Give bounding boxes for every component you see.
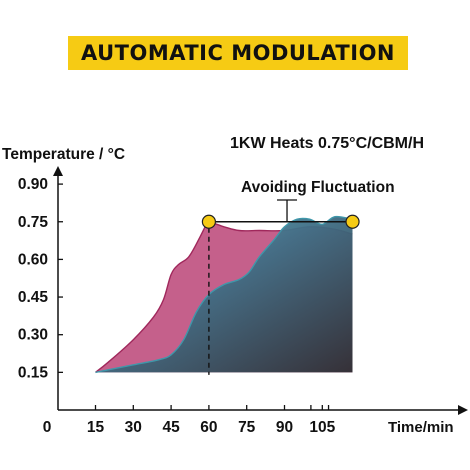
y-tick-label: 0.45 bbox=[18, 289, 49, 306]
chart-title: AUTOMATIC MODULATION bbox=[80, 41, 396, 65]
x-tick-label: 75 bbox=[238, 419, 256, 436]
y-tick-label: 0.15 bbox=[18, 364, 49, 381]
x-tick-label: 30 bbox=[125, 419, 142, 436]
chart-subtitle: 1KW Heats 0.75°C/CBM/H bbox=[230, 135, 424, 152]
series-area-2 bbox=[95, 216, 353, 373]
x-tick-label: 0 bbox=[43, 419, 52, 436]
marker-point bbox=[345, 214, 360, 229]
y-tick-label: 0.90 bbox=[18, 176, 48, 193]
series-line-2 bbox=[95, 215, 353, 374]
x-tick-label: 60 bbox=[200, 419, 217, 436]
x-tick-label: 45 bbox=[162, 419, 180, 436]
x-axis-label: Time/min bbox=[388, 419, 454, 436]
y-axis-arrow bbox=[53, 166, 63, 176]
fluctuation-annotation: Avoiding Fluctuation bbox=[241, 179, 395, 196]
title-banner: AUTOMATIC MODULATION bbox=[68, 36, 408, 70]
y-tick-label: 0.60 bbox=[18, 251, 48, 268]
x-axis-arrow bbox=[458, 405, 468, 415]
y-tick-label: 0.75 bbox=[18, 214, 49, 231]
y-tick-label: 0.30 bbox=[18, 327, 48, 344]
x-tick-label: 90 bbox=[276, 419, 293, 436]
y-axis-label: Temperature / °C bbox=[2, 146, 125, 163]
x-tick-label: 15 bbox=[87, 419, 105, 436]
x-tick-label: 105 bbox=[309, 419, 335, 436]
marker-point bbox=[201, 214, 216, 229]
